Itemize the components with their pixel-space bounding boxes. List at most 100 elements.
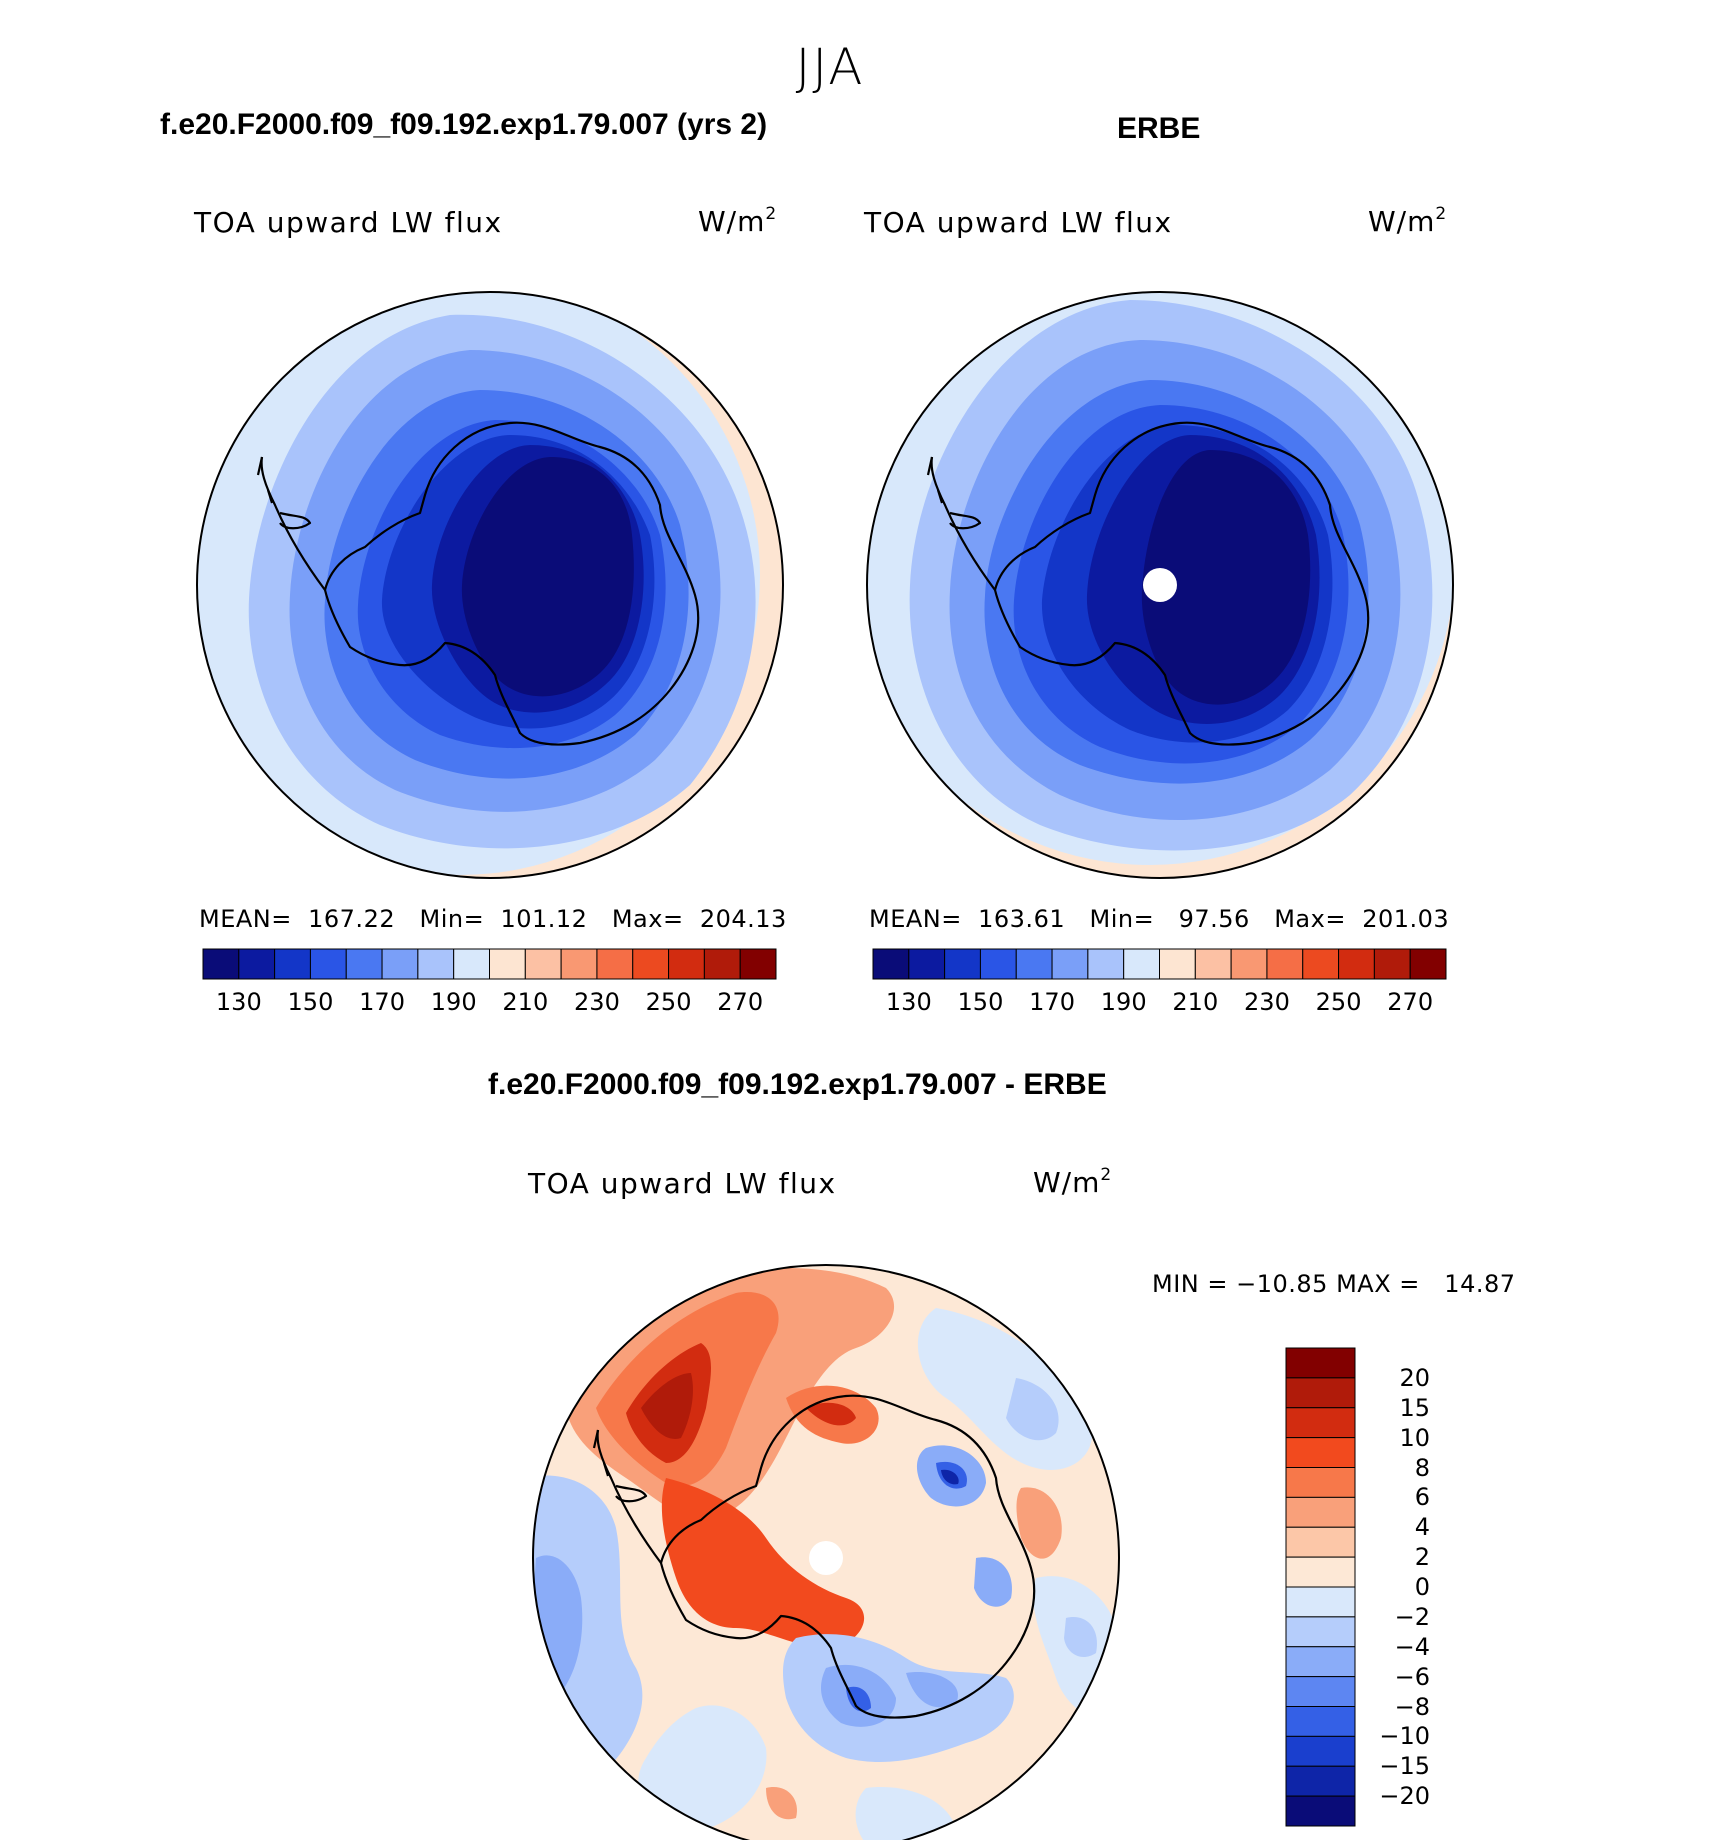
obs-colorbar-swatch — [1194, 948, 1232, 980]
diff-colorbar-swatch — [1285, 1556, 1356, 1588]
obs-colorbar-tick: 250 — [1315, 988, 1362, 1016]
model-colorbar — [202, 948, 777, 980]
obs-colorbar-swatch — [1338, 948, 1375, 980]
obs-colorbar-swatch — [1123, 948, 1160, 980]
obs-colorbar-tick: 210 — [1172, 988, 1219, 1016]
model-colorbar-swatch — [309, 948, 347, 980]
obs-stats: MEAN= 163.61 Min= 97.56 Max= 201.03 — [869, 905, 1449, 933]
obs-colorbar-tick: 170 — [1029, 988, 1075, 1016]
model-colorbar-swatch — [381, 948, 419, 980]
diff-colorbar-tick: 15 — [1399, 1393, 1430, 1422]
model-max-label: Max= — [611, 905, 684, 933]
diff-variable-label: TOA upward LW flux — [528, 1167, 837, 1200]
obs-polar-map — [866, 291, 1454, 879]
diff-max-label: MAX = — [1336, 1270, 1420, 1298]
model-case-title: f.e20.F2000.f09_f09.192.exp1.79.007 (yrs… — [160, 108, 768, 141]
model-colorbar-swatch — [453, 948, 490, 980]
diff-colorbar-tick: −8 — [1394, 1692, 1430, 1721]
diff-min-label: MIN = — [1152, 1270, 1228, 1298]
model-variable-label: TOA upward LW flux — [194, 206, 503, 239]
obs-colorbar-swatch — [1015, 948, 1053, 980]
diff-colorbar-swatch — [1285, 1735, 1356, 1767]
diff-colorbar-swatch — [1285, 1407, 1356, 1439]
diff-colorbar-tick: −6 — [1394, 1662, 1430, 1691]
model-colorbar-ticks: 130 150 170 190 210 230 250 270 — [203, 988, 776, 1018]
model-colorbar-tick: 270 — [717, 988, 764, 1016]
diff-colorbar-swatch — [1285, 1437, 1356, 1468]
diff-colorbar-tick: 8 — [1414, 1453, 1430, 1482]
obs-colorbar-ticks: 130 150 170 190 210 230 250 270 — [873, 988, 1446, 1018]
diff-polar-map — [532, 1264, 1120, 1840]
obs-case-title: ERBE — [1117, 112, 1201, 145]
obs-colorbar-swatch — [1087, 948, 1125, 980]
diff-colorbar-tick: 6 — [1414, 1483, 1430, 1512]
model-min-value: 101.12 — [500, 905, 588, 933]
model-colorbar-swatch — [560, 948, 598, 980]
model-colorbar-swatch — [703, 948, 741, 980]
model-max-value: 204.13 — [699, 905, 787, 933]
diff-colorbar-tick: −20 — [1379, 1782, 1430, 1811]
model-colorbar-tick: 190 — [430, 988, 477, 1016]
obs-colorbar-swatch — [1159, 948, 1196, 980]
diff-colorbar-tick: −15 — [1379, 1752, 1430, 1781]
model-polar-map — [196, 291, 784, 879]
diff-units-label: W/m2 — [1033, 1165, 1113, 1199]
model-colorbar-swatch — [524, 948, 562, 980]
obs-min-label: Min= — [1089, 905, 1155, 933]
obs-colorbar-swatch — [1373, 948, 1411, 980]
model-stats: MEAN= 167.22 Min= 101.12 Max= 204.13 — [199, 905, 787, 933]
model-colorbar-tick: 150 — [287, 988, 334, 1016]
obs-colorbar-swatch — [1409, 948, 1447, 980]
obs-units-label: W/m2 — [1368, 204, 1448, 238]
obs-mean-label: MEAN= — [869, 905, 962, 933]
diff-colorbar — [1285, 1347, 1356, 1827]
model-colorbar-swatch — [668, 948, 705, 980]
model-colorbar-swatch — [345, 948, 383, 980]
obs-colorbar-tick: 130 — [885, 988, 932, 1016]
diff-colorbar-tick: −10 — [1379, 1722, 1430, 1751]
diff-max-value: 14.87 — [1444, 1270, 1516, 1298]
obs-variable-label: TOA upward LW flux — [864, 206, 1173, 239]
diff-colorbar-swatch — [1285, 1347, 1356, 1379]
obs-colorbar-swatch — [1230, 948, 1268, 980]
diff-colorbar-swatch — [1285, 1526, 1356, 1558]
obs-max-value: 201.03 — [1362, 905, 1450, 933]
diff-colorbar-swatch — [1285, 1646, 1356, 1678]
diff-min-value: −10.85 — [1236, 1270, 1328, 1298]
diff-colorbar-swatch — [1285, 1586, 1356, 1618]
diff-colorbar-tick: 2 — [1414, 1543, 1430, 1572]
model-colorbar-swatch — [632, 948, 670, 980]
diff-colorbar-swatch — [1285, 1795, 1356, 1827]
diff-colorbar-tick: −2 — [1394, 1602, 1430, 1631]
season-title: JJA — [795, 38, 865, 96]
model-colorbar-swatch — [417, 948, 455, 980]
obs-max-label: Max= — [1274, 905, 1346, 933]
obs-colorbar-tick: 270 — [1387, 988, 1434, 1016]
diff-colorbar-tick: 0 — [1414, 1573, 1430, 1601]
diff-colorbar-swatch — [1285, 1496, 1356, 1528]
model-mean-label: MEAN= — [199, 905, 292, 933]
model-colorbar-swatch — [739, 948, 777, 980]
obs-min-value: 97.56 — [1178, 905, 1250, 933]
obs-colorbar-swatch — [944, 948, 981, 980]
obs-mean-value: 163.61 — [978, 905, 1066, 933]
diff-colorbar-swatch — [1285, 1616, 1356, 1648]
diff-case-title: f.e20.F2000.f09_f09.192.exp1.79.007 - ER… — [488, 1068, 1107, 1101]
obs-colorbar — [872, 948, 1447, 980]
obs-colorbar-tick: 150 — [957, 988, 1004, 1016]
obs-colorbar-swatch — [872, 948, 910, 980]
obs-colorbar-swatch — [1302, 948, 1340, 980]
diff-colorbar-ticks: 20 15 10 8 6 4 2 0 −2 −4 −6 −8 −10 −15 −20 — [1370, 1348, 1450, 1826]
obs-colorbar-tick: 230 — [1244, 988, 1290, 1016]
diff-colorbar-tick: −4 — [1394, 1632, 1430, 1661]
diff-colorbar-tick: 4 — [1414, 1513, 1430, 1542]
model-units-label: W/m2 — [698, 204, 778, 238]
diff-colorbar-swatch — [1285, 1706, 1356, 1737]
model-colorbar-tick: 130 — [215, 988, 262, 1016]
obs-colorbar-swatch — [1266, 948, 1304, 980]
obs-colorbar-swatch — [908, 948, 946, 980]
model-colorbar-tick: 230 — [574, 988, 620, 1016]
obs-colorbar-swatch — [979, 948, 1017, 980]
diff-colorbar-swatch — [1285, 1467, 1356, 1498]
diff-colorbar-swatch — [1285, 1377, 1356, 1409]
